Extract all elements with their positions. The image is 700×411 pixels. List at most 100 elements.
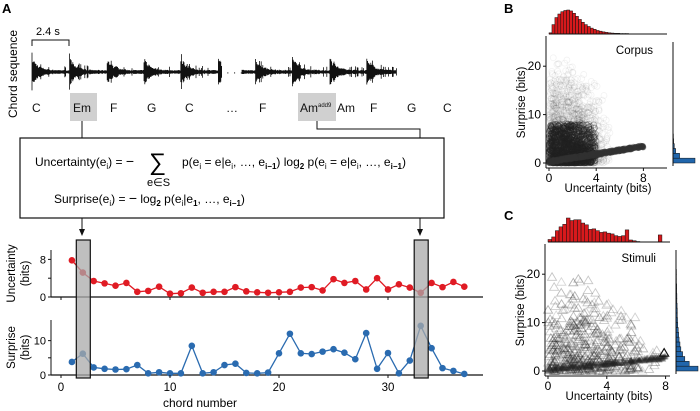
scatter-point (565, 140, 573, 147)
uncertainty-point (123, 279, 130, 287)
scatter-point (561, 140, 569, 148)
histogram-bar (554, 17, 559, 35)
scatter-point (578, 153, 585, 160)
scatter-point (583, 159, 591, 167)
scatter-point (612, 148, 619, 155)
scatter-point (572, 149, 580, 157)
scatter-point (577, 146, 585, 153)
scatter-point (577, 150, 585, 158)
scatter-point (578, 154, 586, 161)
scatter-point (563, 146, 570, 154)
scatter-point (565, 130, 573, 138)
scatter-point (550, 157, 557, 164)
scatter-point (576, 140, 584, 148)
scatter-point (627, 146, 634, 153)
scatter-point (594, 139, 602, 146)
scatter-point (571, 125, 579, 133)
scatter-point (559, 134, 567, 142)
scatter-point (567, 76, 575, 84)
scatter-point (570, 144, 578, 152)
scatter-point (589, 117, 596, 125)
scatter-point (570, 150, 578, 158)
scatter-point (568, 143, 576, 150)
scatter-point (567, 124, 575, 132)
scatter-point (596, 135, 604, 143)
scatter-point (552, 80, 560, 88)
scatter-point (583, 157, 591, 164)
scatter-point (568, 158, 576, 166)
scatter-point (587, 148, 595, 156)
scatter-point (552, 128, 560, 136)
scatter-point (552, 89, 560, 96)
scatter-point (569, 152, 577, 160)
scatter-point (566, 126, 574, 133)
scatter-point (567, 151, 575, 158)
scatter-point (561, 127, 569, 135)
scatter-point (570, 155, 577, 162)
scatter-point (570, 115, 578, 123)
scatter-point (550, 159, 557, 167)
scatter-point (549, 137, 557, 145)
scatter-point (550, 134, 558, 142)
scatter-point (549, 109, 557, 117)
scatter-point (569, 150, 577, 158)
scatter-point (572, 146, 580, 154)
scatter-point (551, 157, 559, 165)
scatter-point (586, 152, 593, 159)
scatter-point (568, 156, 576, 164)
x-axis-label: chord number (163, 396, 237, 410)
sum-symbol: ∑ (149, 149, 166, 176)
scatter-point (569, 140, 577, 147)
scatter-point (551, 105, 559, 112)
scatter-point (547, 122, 555, 130)
scatter-point (574, 93, 582, 101)
chord-label: F (370, 101, 377, 115)
scatter-point (579, 144, 586, 151)
scatter-point (570, 146, 578, 154)
uncertainty-formula: Uncertainty(ei) = − ∑ e∈S p(ei = e|ei, …… (35, 149, 406, 189)
arrow-down-left (79, 218, 85, 236)
scatter-point (583, 153, 590, 160)
scatter-point (571, 111, 579, 119)
scatter-point (554, 158, 561, 166)
scatter-point (571, 154, 578, 161)
scatter-point (548, 157, 555, 164)
scatter-point (555, 135, 562, 143)
scatter-point (555, 123, 562, 131)
scatter-point (578, 130, 586, 138)
scatter-point (597, 153, 605, 161)
scatter-point (554, 157, 561, 165)
scatter-point (581, 152, 588, 159)
scatter-point (624, 145, 631, 152)
scatter-point (560, 156, 568, 164)
scatter-point (556, 132, 564, 140)
scatter-point (575, 124, 583, 131)
scatter-point (617, 147, 624, 154)
scatter-point (566, 154, 573, 162)
scatter-point (560, 130, 568, 138)
scatter-point (588, 148, 596, 156)
histogram-bar (617, 236, 622, 243)
highlight-bar (413, 239, 429, 379)
scatter-point (576, 152, 583, 160)
scatter-point (556, 159, 563, 167)
scatter-point (563, 155, 571, 163)
scatter-point (571, 99, 578, 107)
scatter-point (566, 139, 574, 147)
surprise-point (395, 369, 403, 377)
histogram-bar (675, 361, 690, 367)
scatter-point (576, 137, 584, 145)
scatter-point (588, 142, 595, 150)
scatter-point (576, 157, 584, 164)
scatter-point (548, 145, 556, 153)
scatter-point (609, 149, 616, 156)
scatter-point (591, 120, 599, 128)
scatter-point (550, 133, 558, 141)
scatter-point (597, 156, 605, 164)
scatter-point (547, 126, 554, 134)
scatter-point (552, 142, 559, 150)
scatter-point (568, 119, 576, 127)
scatter-point (631, 144, 638, 151)
scatter-point (576, 137, 584, 145)
scatter-point (563, 146, 571, 154)
